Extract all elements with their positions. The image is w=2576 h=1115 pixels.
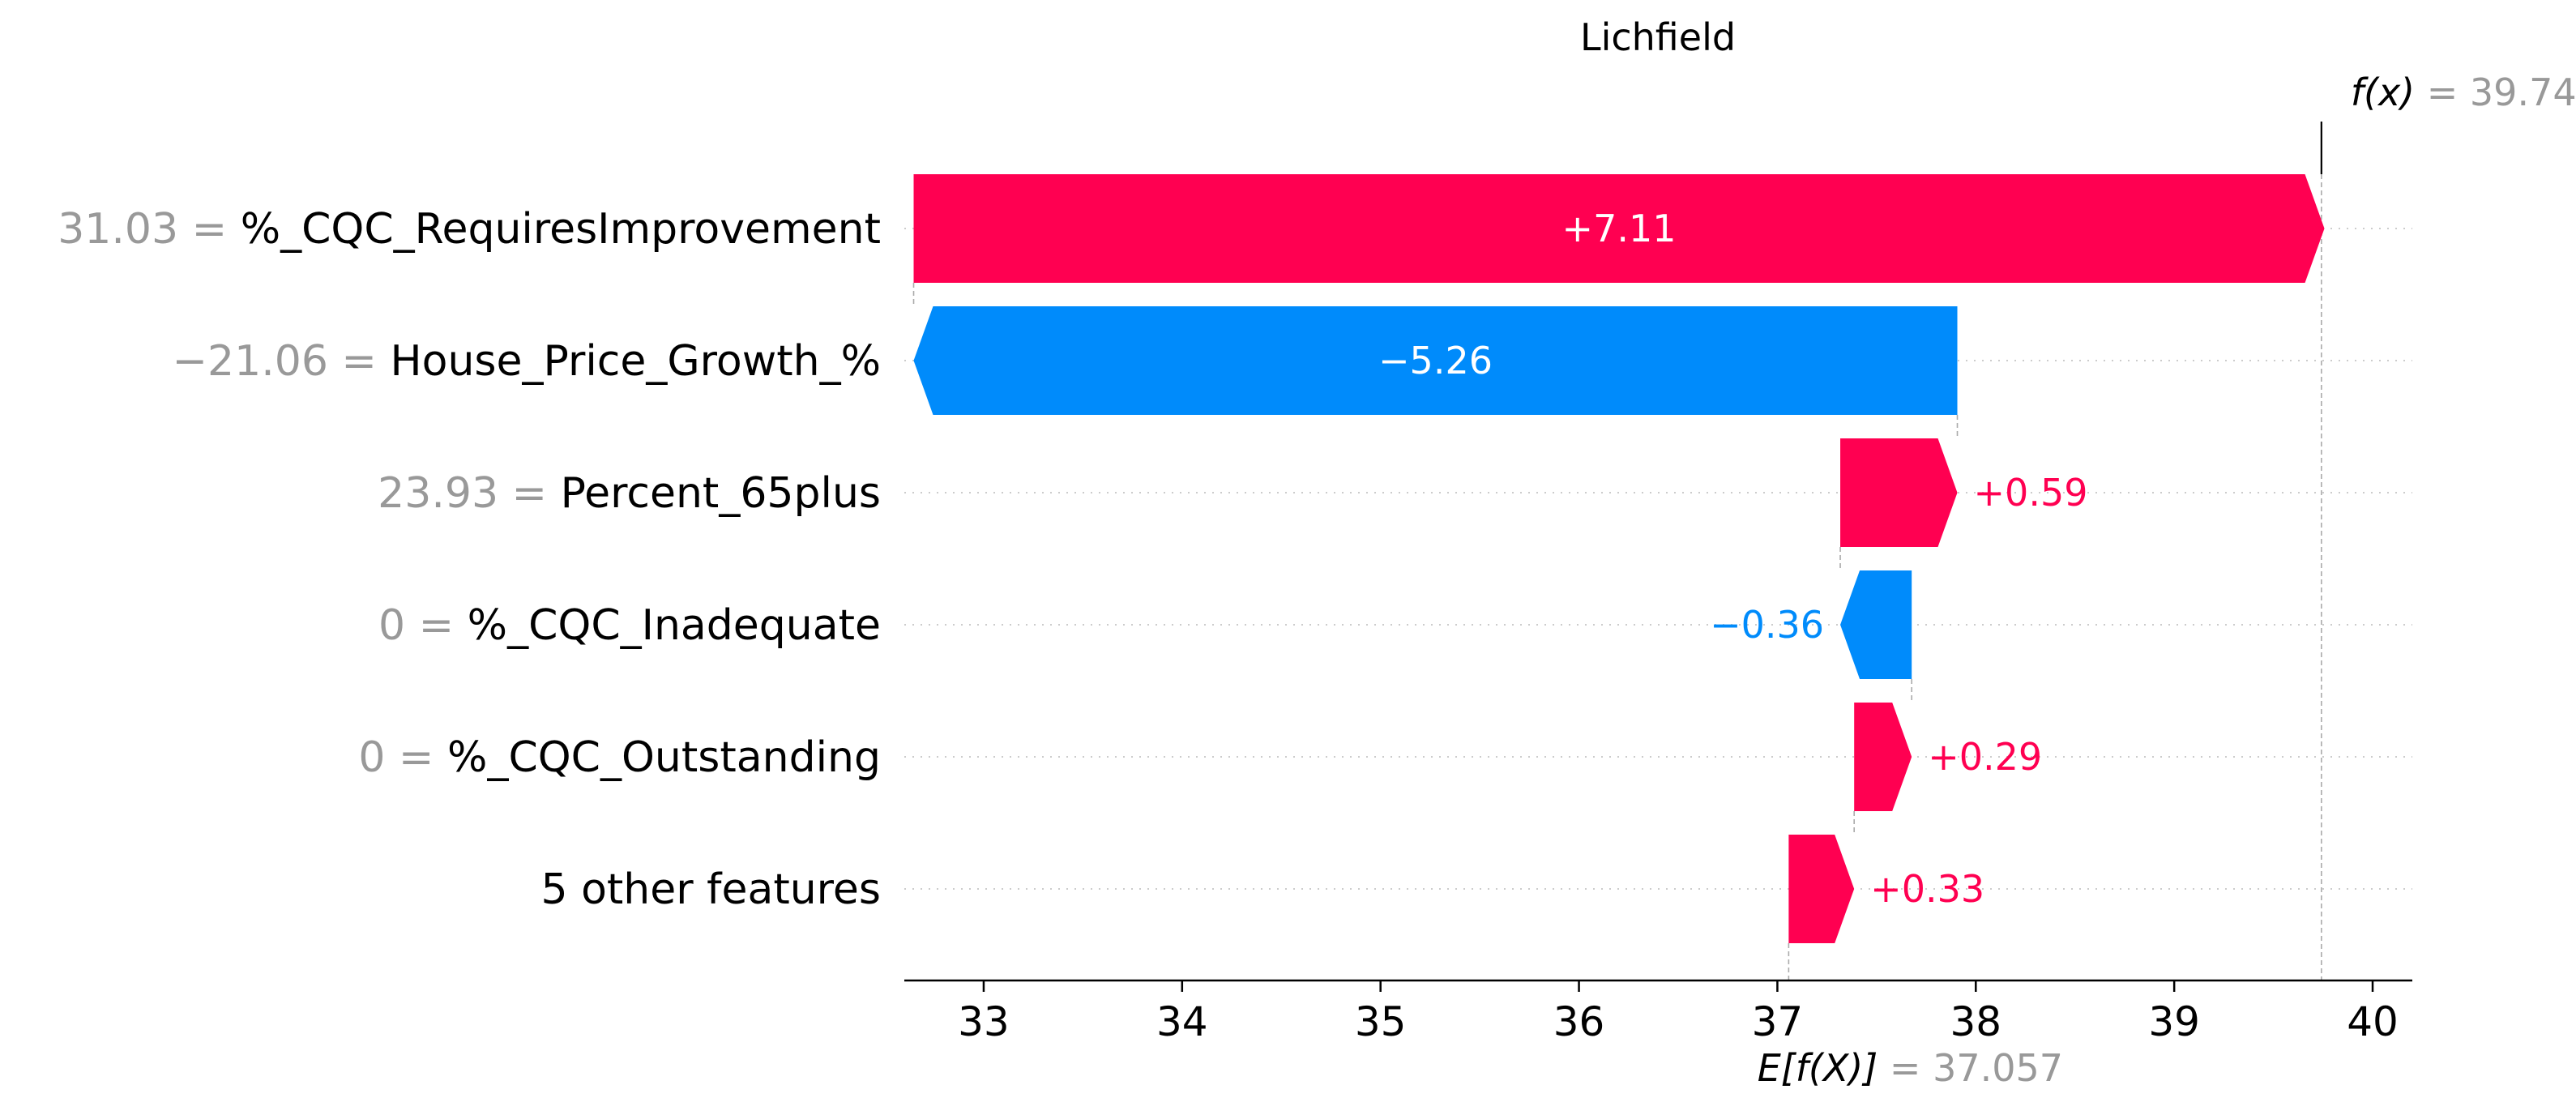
- positive-bar: [1788, 835, 1855, 943]
- connector-lines: [912, 122, 2322, 980]
- output-value-annotation-symbol: f(x): [2351, 70, 2415, 114]
- positive-bar: [913, 174, 2325, 283]
- output-value-annotation-value: = 39.742: [2415, 70, 2576, 114]
- base-output-annotations: f(x) = 39.742 E[f(X)] = 37.057: [1758, 70, 2576, 1090]
- feature-name: %_CQC_Outstanding: [447, 733, 881, 782]
- contribution-label: +0.29: [1928, 735, 2042, 779]
- x-tick-label: 39: [2148, 998, 2200, 1045]
- feature-label: 23.93 = Percent_65plus: [378, 469, 881, 518]
- feature-name: Percent_65plus: [561, 469, 881, 518]
- contribution-label: +0.33: [1870, 867, 1984, 911]
- x-tick-label: 36: [1553, 998, 1605, 1045]
- base-value-annotation: E[f(X)] = 37.057: [1758, 1046, 2063, 1090]
- feature-value: 23.93 =: [378, 469, 561, 518]
- feature-label: −21.06 = House_Price_Growth_%: [172, 337, 881, 386]
- positive-bar: [1840, 438, 1958, 547]
- feature-name: %_CQC_Inadequate: [468, 601, 881, 650]
- feature-label: 5 other features: [540, 865, 881, 914]
- base-value-annotation-value: = 37.057: [1878, 1046, 2063, 1090]
- feature-name: 5 other features: [540, 865, 881, 914]
- feature-value: 0 =: [358, 733, 447, 782]
- negative-bar: [913, 306, 1958, 415]
- x-tick-label: 40: [2347, 998, 2399, 1045]
- contribution-label: −5.26: [1378, 339, 1493, 382]
- feature-labels: 31.03 = %_CQC_RequiresImprovement −21.06 …: [58, 205, 881, 914]
- base-value-annotation-symbol: E[f(X)]: [1758, 1046, 1878, 1090]
- contribution-bars: +7.11 −5.26 +0.59 −0.36 +0.29 +0.33: [913, 174, 2325, 943]
- positive-bar: [1854, 703, 1912, 811]
- feature-value: 31.03 =: [58, 205, 241, 254]
- x-tick-label: 34: [1156, 998, 1208, 1045]
- output-value-annotation: f(x) = 39.742: [2351, 70, 2576, 114]
- x-tick-label: 35: [1355, 998, 1407, 1045]
- x-tick-label: 37: [1752, 998, 1804, 1045]
- feature-label: 31.03 = %_CQC_RequiresImprovement: [58, 205, 881, 254]
- x-tick-label: 38: [1950, 998, 2001, 1045]
- x-tick-label: 33: [958, 998, 1010, 1045]
- feature-name: %_CQC_RequiresImprovement: [241, 205, 881, 254]
- feature-value: −21.06 =: [172, 337, 390, 386]
- contribution-label: +0.59: [1974, 471, 2088, 515]
- contribution-label: −0.36: [1710, 603, 1824, 647]
- contribution-label: +7.11: [1562, 207, 1677, 250]
- feature-name: House_Price_Growth_%: [391, 337, 881, 386]
- negative-bar: [1840, 570, 1912, 679]
- feature-value: 0 =: [378, 601, 468, 650]
- feature-label: 0 = %_CQC_Inadequate: [378, 601, 881, 650]
- feature-label: 0 = %_CQC_Outstanding: [358, 733, 881, 782]
- x-axis: 33 34 35 36 37 38 39 40: [904, 979, 2412, 1045]
- chart-title: Lichfield: [1580, 15, 1736, 59]
